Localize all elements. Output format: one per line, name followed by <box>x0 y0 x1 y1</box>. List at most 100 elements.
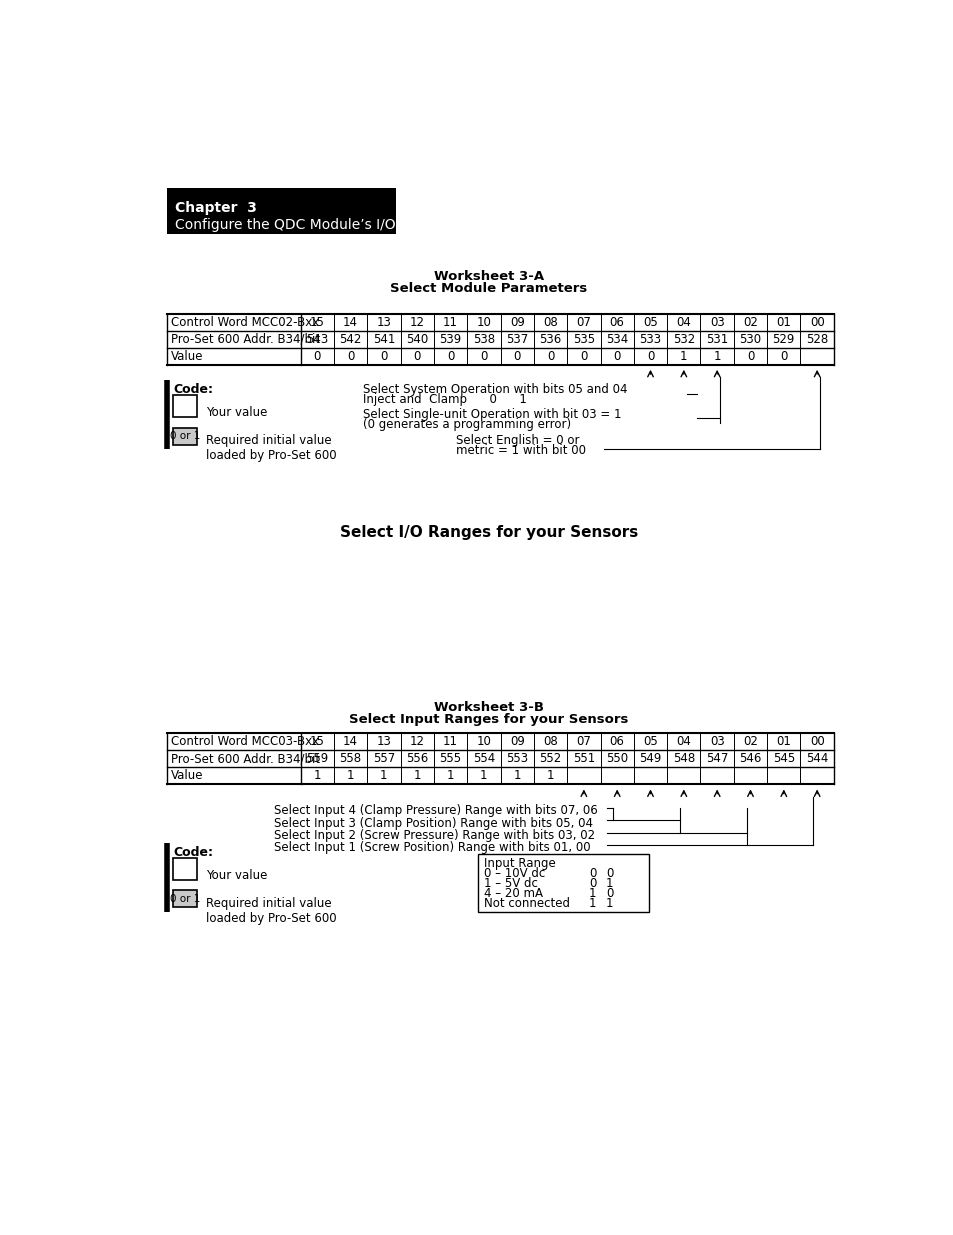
Text: 06: 06 <box>609 735 624 748</box>
Text: 544: 544 <box>805 752 827 766</box>
Text: Select Input 3 (Clamp Position) Range with bits 05, 04: Select Input 3 (Clamp Position) Range wi… <box>274 816 593 830</box>
Text: 01: 01 <box>776 316 790 329</box>
Text: 558: 558 <box>339 752 361 766</box>
Text: 554: 554 <box>473 752 495 766</box>
Text: Select System Operation with bits 05 and 04: Select System Operation with bits 05 and… <box>363 383 627 396</box>
Text: 0: 0 <box>588 867 596 879</box>
Text: 536: 536 <box>538 332 561 346</box>
Text: 555: 555 <box>439 752 461 766</box>
Text: 07: 07 <box>576 735 591 748</box>
Text: 14: 14 <box>343 316 357 329</box>
Text: metric = 1 with bit 00: metric = 1 with bit 00 <box>456 443 586 457</box>
Text: Worksheet 3-B: Worksheet 3-B <box>434 701 543 714</box>
Text: Required initial value
loaded by Pro-Set 600: Required initial value loaded by Pro-Set… <box>206 897 336 925</box>
Text: 1: 1 <box>446 769 454 782</box>
Text: 530: 530 <box>739 332 760 346</box>
Text: 548: 548 <box>672 752 694 766</box>
Text: 551: 551 <box>572 752 595 766</box>
Text: 540: 540 <box>406 332 428 346</box>
Text: 1: 1 <box>605 877 613 889</box>
Text: Worksheet 3-A: Worksheet 3-A <box>434 270 543 283</box>
Text: Select English = 0 or: Select English = 0 or <box>456 433 579 447</box>
Text: 09: 09 <box>509 735 524 748</box>
Text: Select I/O Ranges for your Sensors: Select I/O Ranges for your Sensors <box>339 526 638 541</box>
Text: 0: 0 <box>314 350 320 363</box>
Text: 0: 0 <box>546 350 554 363</box>
Text: Select Input 4 (Clamp Pressure) Range with bits 07, 06: Select Input 4 (Clamp Pressure) Range wi… <box>274 804 598 818</box>
Text: 559: 559 <box>306 752 328 766</box>
Text: 547: 547 <box>705 752 727 766</box>
Text: 10: 10 <box>476 316 491 329</box>
Text: 01: 01 <box>776 735 790 748</box>
Text: 15: 15 <box>310 735 324 748</box>
Text: Value: Value <box>171 769 203 782</box>
Text: 0: 0 <box>613 350 620 363</box>
Text: Control Word MCC03-Bxx: Control Word MCC03-Bxx <box>171 735 319 748</box>
Text: 545: 545 <box>772 752 794 766</box>
Text: 1: 1 <box>546 769 554 782</box>
Text: 532: 532 <box>672 332 694 346</box>
Text: Your value: Your value <box>206 869 267 882</box>
Text: 546: 546 <box>739 752 760 766</box>
Text: 539: 539 <box>439 332 461 346</box>
Text: 08: 08 <box>542 735 558 748</box>
Text: 07: 07 <box>576 316 591 329</box>
Text: 0: 0 <box>579 350 587 363</box>
Text: 11: 11 <box>442 735 457 748</box>
Text: 533: 533 <box>639 332 660 346</box>
Text: 0: 0 <box>513 350 520 363</box>
Text: Select Single-unit Operation with bit 03 = 1: Select Single-unit Operation with bit 03… <box>363 408 621 421</box>
Text: 556: 556 <box>406 752 428 766</box>
Text: 14: 14 <box>343 735 357 748</box>
Text: 529: 529 <box>772 332 794 346</box>
Text: 03: 03 <box>709 316 723 329</box>
Text: 537: 537 <box>505 332 528 346</box>
Text: 0 or 1: 0 or 1 <box>170 431 200 441</box>
Text: Configure the QDC Module’s I/O: Configure the QDC Module’s I/O <box>174 217 395 231</box>
Text: 552: 552 <box>538 752 561 766</box>
Text: 1: 1 <box>588 897 596 910</box>
Text: 0: 0 <box>605 867 613 879</box>
Bar <box>173 395 196 417</box>
Text: Not connected: Not connected <box>484 897 570 910</box>
Text: Code:: Code: <box>173 383 213 396</box>
Text: 11: 11 <box>442 316 457 329</box>
Text: 1 – 5V dc: 1 – 5V dc <box>484 877 537 889</box>
Text: 00: 00 <box>809 735 823 748</box>
Text: 1: 1 <box>347 769 354 782</box>
Text: Control Word MCC02-Bxx: Control Word MCC02-Bxx <box>171 316 319 329</box>
Text: 1: 1 <box>314 769 320 782</box>
Text: 12: 12 <box>409 316 424 329</box>
Bar <box>167 188 395 235</box>
Text: 538: 538 <box>473 332 495 346</box>
Text: 1: 1 <box>479 769 487 782</box>
Text: Code:: Code: <box>173 846 213 858</box>
Text: 13: 13 <box>376 735 391 748</box>
Text: Pro-Set 600 Addr. B34/bit: Pro-Set 600 Addr. B34/bit <box>171 752 320 766</box>
Text: 03: 03 <box>709 735 723 748</box>
Text: 0: 0 <box>605 887 613 899</box>
Text: Required initial value
loaded by Pro-Set 600: Required initial value loaded by Pro-Set… <box>206 433 336 462</box>
Text: 12: 12 <box>409 735 424 748</box>
Text: Input Range: Input Range <box>484 857 556 869</box>
Text: 0: 0 <box>413 350 420 363</box>
Text: 1: 1 <box>513 769 520 782</box>
Text: 08: 08 <box>542 316 558 329</box>
Text: Your value: Your value <box>206 406 267 419</box>
Text: Select Input 2 (Screw Pressure) Range with bits 03, 02: Select Input 2 (Screw Pressure) Range wi… <box>274 829 595 842</box>
Text: 02: 02 <box>742 316 757 329</box>
Text: 531: 531 <box>705 332 727 346</box>
Text: 1: 1 <box>379 769 387 782</box>
Text: 0: 0 <box>347 350 354 363</box>
Bar <box>173 858 196 879</box>
Text: Select Module Parameters: Select Module Parameters <box>390 282 587 295</box>
Text: 0: 0 <box>380 350 387 363</box>
Text: 02: 02 <box>742 735 757 748</box>
Text: 1: 1 <box>679 350 687 363</box>
Bar <box>173 427 196 445</box>
Text: 0: 0 <box>780 350 786 363</box>
Bar <box>477 853 648 911</box>
Text: Select Input Ranges for your Sensors: Select Input Ranges for your Sensors <box>349 714 628 726</box>
Text: 557: 557 <box>373 752 395 766</box>
Text: 535: 535 <box>572 332 595 346</box>
